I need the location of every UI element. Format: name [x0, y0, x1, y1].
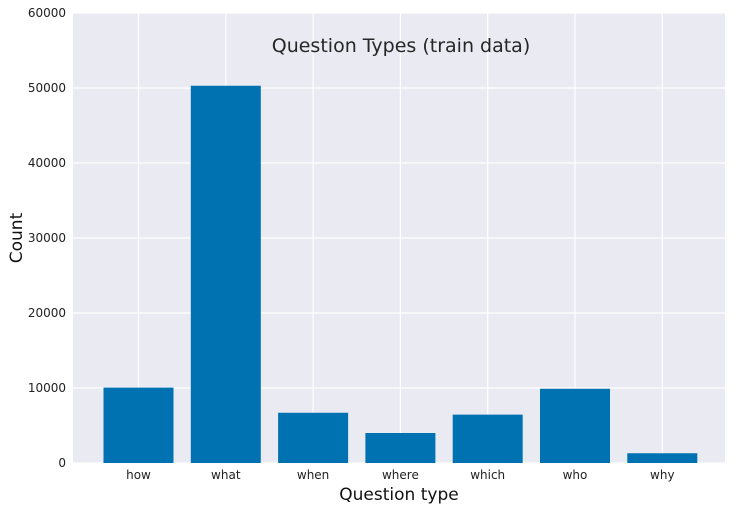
- x-tick-label: who: [563, 468, 588, 482]
- y-tick-label: 20000: [28, 306, 66, 320]
- x-axis-title: Question type: [339, 485, 458, 505]
- bar-which: [452, 414, 523, 463]
- bar-when: [278, 412, 349, 463]
- x-tick-label: which: [470, 468, 505, 482]
- bars: [103, 85, 698, 463]
- bar-who: [540, 388, 610, 463]
- x-tick-label: why: [650, 468, 675, 482]
- x-tick-label: when: [297, 468, 329, 482]
- y-axis-title: Count: [7, 212, 27, 263]
- y-tick-label: 10000: [28, 381, 66, 395]
- chart-title: Question Types (train data): [272, 35, 531, 57]
- bar-why: [627, 453, 698, 463]
- bar-how: [103, 387, 174, 463]
- y-tick-labels: 0 10000 20000 30000 40000 50000 60000: [28, 6, 66, 470]
- x-tick-label: what: [211, 468, 241, 482]
- bar-where: [365, 433, 436, 463]
- y-tick-label: 60000: [28, 6, 66, 20]
- y-tick-label: 40000: [28, 156, 66, 170]
- x-tick-label: how: [126, 468, 151, 482]
- x-tick-labels: how what when where which who why: [126, 468, 674, 482]
- y-tick-label: 0: [58, 456, 66, 470]
- y-tick-label: 50000: [28, 81, 66, 95]
- y-tick-label: 30000: [28, 231, 66, 245]
- bar-what: [190, 85, 261, 463]
- x-tick-label: where: [382, 468, 419, 482]
